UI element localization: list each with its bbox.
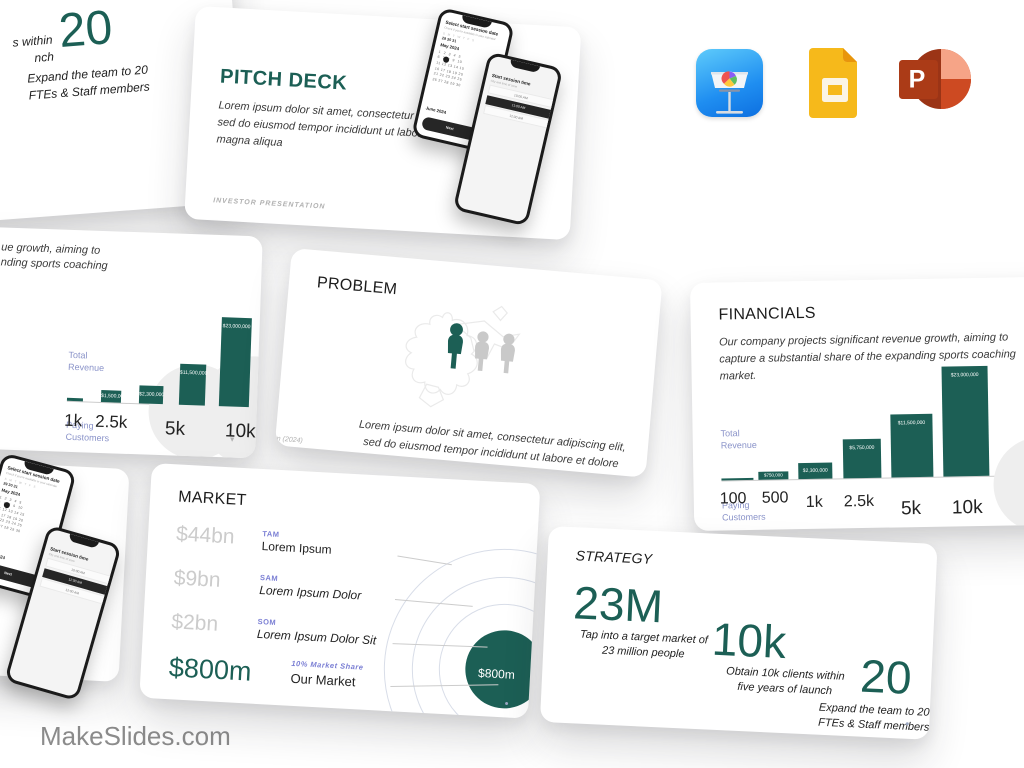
svg-text:P: P <box>909 66 926 94</box>
